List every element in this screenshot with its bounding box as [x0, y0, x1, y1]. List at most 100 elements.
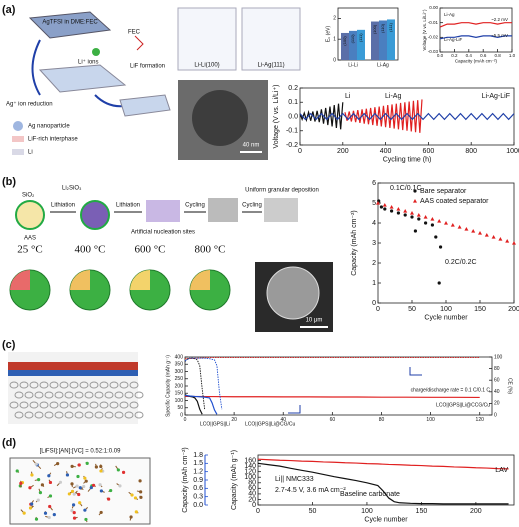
atom — [70, 482, 74, 486]
point — [491, 235, 496, 239]
atom — [72, 510, 76, 515]
layer — [264, 198, 298, 222]
point — [383, 207, 387, 211]
y-tick-label: 0 — [180, 412, 183, 418]
schematic-text: Li — [28, 150, 33, 156]
atom — [48, 494, 53, 498]
y-tick-label: 0.00 — [429, 5, 438, 10]
atom — [69, 401, 79, 409]
y-axis-label: E₀ (eV) — [325, 26, 331, 43]
atom — [99, 381, 109, 389]
point — [437, 281, 441, 285]
temp-label: 600 °C — [135, 244, 166, 256]
x-axis-label: Cycling time (h) — [383, 157, 432, 164]
y-tick-label: 0 — [333, 57, 336, 63]
y-tick-label: 300 — [175, 369, 184, 375]
atom — [34, 462, 38, 466]
atom — [36, 478, 41, 482]
x-tick-label: 80 — [379, 417, 385, 423]
bar-label: (100) — [372, 24, 377, 34]
atom — [76, 474, 80, 479]
y-tick-label: 1 — [372, 280, 376, 287]
atom — [78, 501, 82, 505]
series-line — [184, 394, 203, 415]
atom — [94, 465, 98, 469]
annotation: 2.7-4.5 V, 3.6 mA cm⁻² — [275, 487, 346, 494]
series-line — [439, 22, 512, 28]
sphere-cut — [190, 270, 210, 290]
series-line — [184, 357, 206, 410]
atom — [83, 508, 87, 512]
schematic-text: LiF-rich interphase — [28, 137, 78, 143]
scale-text: 40 nm — [243, 143, 260, 149]
x-tick-label: 100 — [361, 508, 373, 515]
atom — [134, 391, 144, 399]
schematic-text: Lithiation — [116, 203, 140, 209]
crystal-image — [177, 7, 237, 71]
atom — [84, 391, 94, 399]
tem-particle — [192, 90, 248, 146]
y2-tick-label: 0.3 — [193, 494, 203, 501]
particle — [80, 200, 110, 230]
schematic-b: SiO₂ AAS Lithiation Li₂SiO₃ Lithiation A… — [9, 186, 333, 332]
x-tick-label: 200 — [508, 306, 519, 313]
atom — [34, 411, 44, 419]
layer — [8, 370, 138, 376]
y-tick-label: 60 — [248, 485, 256, 492]
atom — [54, 411, 64, 419]
x-tick-label: 50 — [309, 508, 317, 515]
atom — [139, 490, 143, 494]
atom — [39, 381, 49, 389]
schematic-text: Lithiation — [51, 203, 75, 209]
y-tick-label: 40 — [248, 491, 256, 498]
atom — [44, 411, 54, 419]
atom — [94, 391, 104, 399]
atom — [134, 411, 144, 419]
bar-label: (111) — [388, 22, 393, 31]
axis-arrow — [288, 405, 301, 414]
point — [434, 235, 438, 239]
schematic-text: AAS — [24, 236, 36, 242]
bar-label: (111) — [358, 33, 363, 42]
arrow — [31, 39, 41, 96]
x-tick-label: 120 — [476, 417, 485, 423]
x-tick-label: 0 — [376, 306, 380, 313]
schematic-text: AgTFSI in DME:FEC — [42, 20, 98, 26]
series-line — [184, 357, 223, 410]
atom — [104, 391, 114, 399]
atom — [99, 401, 109, 409]
atom — [59, 381, 69, 389]
atom — [124, 411, 134, 419]
point — [379, 205, 383, 209]
atom — [74, 391, 84, 399]
point — [376, 201, 380, 205]
y-tick-label: -0.1 — [286, 128, 298, 135]
y2-tick-label: 1.2 — [193, 469, 203, 476]
y-tick-label: -0.03 — [428, 49, 439, 54]
atom — [118, 484, 122, 488]
sphere-cut — [10, 270, 30, 290]
atom — [91, 483, 96, 487]
legend-swatch — [12, 136, 24, 142]
point — [430, 223, 434, 227]
point — [382, 203, 387, 207]
x-axis-label: Capacity (mAh cm⁻²) — [455, 59, 498, 64]
schematic-a: AgTFSI in DME:FEC Li⁺ ions FEC LiF forma… — [6, 7, 301, 160]
y-tick-label: 350 — [175, 362, 184, 368]
y-tick-label: 0 — [372, 300, 376, 307]
simulation-box — [9, 457, 151, 525]
point — [390, 209, 394, 213]
atom — [109, 401, 119, 409]
y-tick-label: 3 — [372, 240, 376, 247]
temp-label: 800 °C — [195, 244, 226, 256]
schematic-text: [LiFSI]:[AN]:[VC] = 0.52:1:0.09 — [40, 449, 122, 455]
atom — [94, 411, 104, 419]
sites — [146, 200, 180, 222]
li-ion — [92, 48, 100, 56]
bar-label: (110) — [380, 23, 385, 33]
atom — [28, 486, 32, 490]
y2-tick-label: 60 — [494, 378, 500, 384]
point — [410, 215, 414, 219]
point — [471, 229, 476, 233]
crystal-image — [241, 7, 301, 71]
